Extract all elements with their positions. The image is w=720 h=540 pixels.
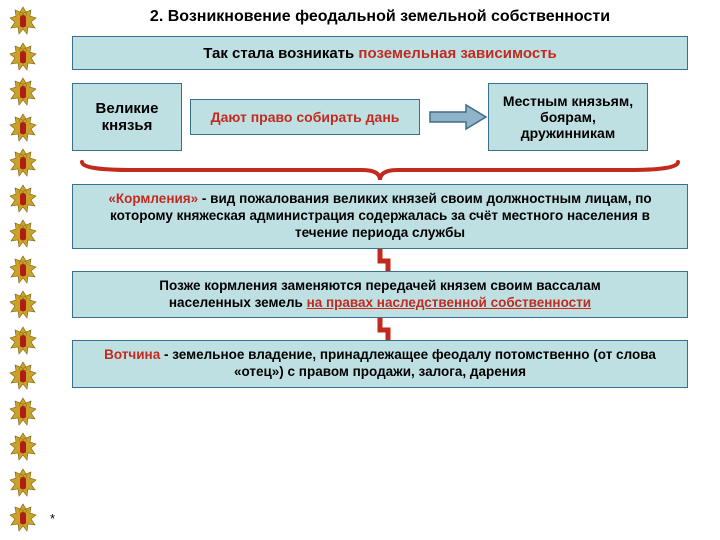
def2-highlight: на правах наследственной собственности — [307, 295, 592, 310]
def1-term: «Кормления» — [108, 191, 198, 206]
connector-icon — [360, 318, 400, 340]
flow-mid-text: Дают право собирать дань — [211, 109, 400, 125]
emblem-icon — [6, 430, 40, 464]
flow-row: Великие князья Дают право собирать дань … — [72, 80, 688, 154]
intro-box: Так стала возникать поземельная зависимо… — [72, 36, 688, 70]
emblem-icon — [6, 288, 40, 322]
emblem-icon — [6, 40, 40, 74]
emblem-sidebar — [0, 0, 46, 540]
slide-title: 2. Возникновение феодальной земельной со… — [54, 8, 706, 26]
emblem-icon — [6, 75, 40, 109]
slide-content: 2. Возникновение феодальной земельной со… — [54, 8, 706, 388]
definition-box-2: Позже кормления заменяются передачей кня… — [72, 271, 688, 319]
emblem-icon — [6, 324, 40, 358]
emblem-icon — [6, 253, 40, 287]
brace-icon — [72, 156, 688, 184]
flow-mid-box: Дают право собирать дань — [190, 99, 420, 135]
emblem-icon — [6, 217, 40, 251]
def2-line2-prefix: населенных земель — [169, 295, 307, 310]
definition-box-1: «Кормления» - вид пожалования великих кн… — [72, 184, 688, 249]
emblem-icon — [6, 182, 40, 216]
emblem-icon — [6, 111, 40, 145]
emblem-icon — [6, 466, 40, 500]
flow-right-box: Местным князьям, боярам, дружинникам — [488, 83, 648, 151]
emblem-icon — [6, 359, 40, 393]
emblem-icon — [6, 501, 40, 535]
emblem-icon — [6, 4, 40, 38]
def2-line1: Позже кормления заменяются передачей кня… — [159, 278, 600, 293]
emblem-icon — [6, 146, 40, 180]
intro-prefix: Так стала возникать — [203, 45, 358, 62]
intro-highlight: поземельная зависимость — [358, 45, 556, 62]
emblem-icon — [6, 395, 40, 429]
footnote-asterisk: * — [50, 511, 55, 526]
flow-arrow-icon — [428, 100, 488, 134]
definition-box-3: Вотчина - земельное владение, принадлежа… — [72, 340, 688, 388]
def3-term: Вотчина — [104, 347, 160, 362]
def3-rest: - земельное владение, принадлежащее феод… — [160, 347, 656, 379]
connector-icon — [360, 249, 400, 271]
flow-left-box: Великие князья — [72, 83, 182, 151]
